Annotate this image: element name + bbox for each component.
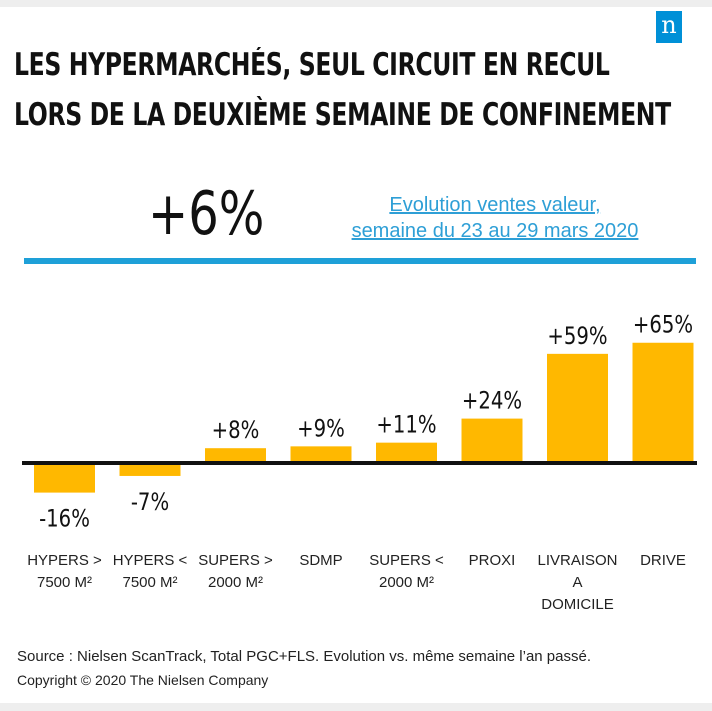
- data-label-1: -7%: [131, 489, 169, 516]
- chart-subtitle: Evolution ventes valeur, semaine du 23 a…: [320, 192, 670, 244]
- category-label-4-line-1: 2000 M²: [378, 574, 435, 591]
- bar-0: [34, 463, 95, 493]
- nielsen-logo: n: [656, 11, 682, 43]
- category-label-2: SUPERS > 2000 M²: [191, 550, 281, 594]
- data-label-0: -16%: [39, 506, 90, 533]
- category-label-2-line-1: 2000 M²: [207, 574, 264, 591]
- bar-4: [376, 442, 437, 463]
- accent-divider: [24, 258, 696, 264]
- bar-1: [119, 463, 181, 476]
- bar-7: [632, 342, 694, 463]
- chart-title: LES HYPERMARCHÉS, SEUL CIRCUIT EN RECUL …: [14, 40, 671, 140]
- category-label-0: HYPERS > 7500 M²: [20, 550, 110, 594]
- copyright-note: Copyright © 2020 The Nielsen Company: [17, 672, 269, 688]
- category-label-6: LIVRAISON A DOMICILE: [533, 550, 623, 616]
- category-label-7-line-0: DRIVE: [640, 552, 686, 569]
- category-label-4-line-0: SUPERS <: [369, 552, 444, 569]
- category-label-1-line-0: HYPERS <: [112, 552, 188, 569]
- category-label-3-line-0: SDMP: [299, 552, 343, 569]
- category-label-5: PROXI: [447, 550, 537, 572]
- bar-5: [461, 418, 523, 463]
- data-label-7: +65%: [633, 312, 693, 339]
- data-label-3: +9%: [297, 416, 345, 443]
- bar-3: [290, 446, 352, 463]
- category-label-1: HYPERS < 7500 M²: [105, 550, 195, 594]
- category-label-6-line-1: A: [572, 574, 583, 591]
- data-label-4: +11%: [376, 412, 436, 439]
- source-note: Source : Nielsen ScanTrack, Total PGC+FL…: [17, 648, 592, 665]
- category-label-6-line-2: DOMICILE: [541, 596, 614, 613]
- category-label-1-line-1: 7500 M²: [122, 574, 178, 591]
- category-label-4: SUPERS < 2000 M²: [362, 550, 452, 594]
- category-label-0-line-0: HYPERS >: [27, 552, 102, 569]
- title-line-1: LES HYPERMARCHÉS, SEUL CIRCUIT EN RECUL: [14, 47, 610, 83]
- category-label-0-line-1: 7500 M²: [36, 574, 93, 591]
- bottom-frame-band: [0, 703, 712, 711]
- subtitle-line-2: semaine du 23 au 29 mars 2020: [351, 220, 639, 242]
- category-label-5-line-0: PROXI: [468, 552, 516, 569]
- category-label-2-line-0: SUPERS >: [198, 552, 273, 569]
- category-label-6-line-0: LIVRAISON: [537, 552, 618, 569]
- title-line-2: LORS DE LA DEUXIÈME SEMAINE DE CONFINEME…: [14, 97, 671, 133]
- bar-chart: -16% -7% +8% +9% +11% +24% +59% +65%: [22, 312, 697, 533]
- data-label-5: +24%: [462, 388, 522, 415]
- top-frame-band: [0, 0, 712, 7]
- subtitle-line-1: Evolution ventes valeur,: [389, 194, 601, 216]
- data-label-6: +59%: [547, 323, 607, 350]
- bar-2: [205, 448, 266, 463]
- bar-6: [547, 353, 608, 463]
- total-growth-value: +6%: [148, 179, 265, 249]
- category-label-3: SDMP: [276, 550, 366, 572]
- category-label-7: DRIVE: [618, 550, 708, 572]
- data-label-2: +8%: [212, 417, 260, 444]
